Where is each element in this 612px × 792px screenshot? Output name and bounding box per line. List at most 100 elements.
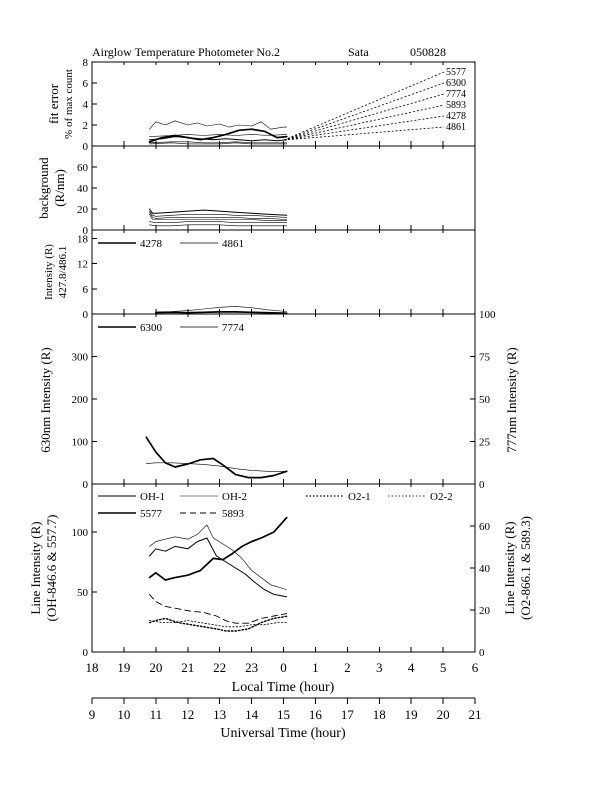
title-station: Sata bbox=[348, 45, 369, 59]
ytick-label: 20 bbox=[77, 204, 89, 216]
ut-tick-label: 18 bbox=[373, 707, 386, 722]
legend-leader-6300 bbox=[283, 82, 445, 141]
ut-tick-label: 19 bbox=[405, 707, 418, 722]
series-line-o2-1 bbox=[148, 615, 288, 632]
y2tick-label: 0 bbox=[479, 479, 485, 491]
ytick-label: 0 bbox=[83, 141, 89, 153]
ytick-label: 8 bbox=[83, 57, 89, 69]
legend-label-7774: 7774 bbox=[222, 322, 245, 334]
lt-tick-label: 3 bbox=[376, 660, 383, 675]
ytick-label: 2 bbox=[83, 120, 89, 132]
legend-630-777: 6300 7774 bbox=[98, 322, 245, 334]
lt-tick-label: 1 bbox=[312, 660, 319, 675]
series-line-6300 bbox=[149, 136, 288, 142]
ut-tick-label: 13 bbox=[213, 707, 226, 722]
legend-label-5577: 5577 bbox=[140, 508, 163, 520]
lt-tick-label: 0 bbox=[280, 660, 287, 675]
series-line-4278 bbox=[149, 141, 288, 144]
lt-tick-label: 2 bbox=[344, 660, 351, 675]
ytick-label: 6 bbox=[83, 78, 89, 90]
ylabel-blue-lines-1: Intensity (R) bbox=[43, 244, 55, 300]
series-line-unlabeled bbox=[149, 224, 288, 227]
series-line-5893 bbox=[149, 134, 288, 137]
ytick-label: 40 bbox=[77, 183, 89, 195]
lt-tick-label: 20 bbox=[149, 660, 162, 675]
legend-fit-6300: 6300 bbox=[446, 78, 466, 89]
y2tick-label: 25 bbox=[479, 437, 491, 449]
series-line-unlabeled bbox=[149, 208, 288, 216]
legend-fit-error: 5577 6300 7774 5893 4278 4861 bbox=[283, 67, 466, 141]
lt-tick-label: 23 bbox=[245, 660, 258, 675]
lt-tick-label: 5 bbox=[440, 660, 447, 675]
legend-fit-5577: 5577 bbox=[446, 67, 466, 78]
y2tick-label: 20 bbox=[479, 605, 491, 617]
y2label-line-intensity-1: Line Intensity (R) bbox=[502, 521, 517, 614]
ytick-label: 18 bbox=[77, 233, 89, 245]
ytick-label: 50 bbox=[77, 587, 89, 599]
title-instrument: Airglow Temperature Photometer No.2 bbox=[92, 45, 280, 59]
ylabel-line-intensity-1: Line Intensity (R) bbox=[28, 521, 43, 614]
legend-fit-4278: 4278 bbox=[446, 111, 466, 122]
y2tick-label: 40 bbox=[479, 563, 491, 575]
ylabel-line-intensity-2: (OH-846.6 & 557.7) bbox=[44, 515, 59, 622]
legend-leader-4278 bbox=[283, 115, 445, 141]
lt-tick-label: 6 bbox=[472, 660, 479, 675]
series-line-5893 bbox=[149, 593, 288, 624]
series-line-unlabeled bbox=[149, 210, 288, 218]
ytick-label: 0 bbox=[83, 479, 89, 491]
legend-fit-4861: 4861 bbox=[446, 122, 466, 133]
ut-tick-label: 21 bbox=[469, 707, 482, 722]
ut-tick-label: 20 bbox=[437, 707, 450, 722]
ut-tick-label: 15 bbox=[277, 707, 290, 722]
legend-leader-4861 bbox=[283, 126, 445, 141]
ytick-label: 300 bbox=[72, 352, 89, 364]
ylabel-630: 630nm Intensity (R) bbox=[38, 347, 53, 452]
y2tick-label: 0 bbox=[479, 647, 485, 659]
y2tick-label: 50 bbox=[479, 394, 491, 406]
series-line-7774 bbox=[149, 120, 288, 130]
y2tick-label: 100 bbox=[479, 309, 496, 321]
lt-tick-label: 22 bbox=[213, 660, 226, 675]
ytick-label: 0 bbox=[83, 309, 89, 321]
series-line-4861 bbox=[149, 142, 288, 145]
data-series bbox=[145, 120, 288, 632]
xlabel-local-time: Local Time (hour) bbox=[232, 680, 335, 695]
legend-label-4861: 4861 bbox=[222, 238, 244, 250]
ytick-label: 60 bbox=[77, 162, 89, 174]
series-line-unlabeled bbox=[149, 211, 288, 220]
ylabel-fit-error-1: fit error bbox=[46, 83, 61, 124]
panel-fit-error-frame bbox=[91, 61, 476, 147]
ytick-label: 100 bbox=[72, 527, 89, 539]
series-line-oh-1 bbox=[149, 537, 288, 598]
ut-tick-label: 12 bbox=[181, 707, 194, 722]
ytick-label: 100 bbox=[72, 437, 89, 449]
y2label-line-intensity-2: (O2-866.1 & 589.3) bbox=[518, 516, 533, 620]
legend-fit-7774: 7774 bbox=[446, 89, 466, 100]
ytick-label: 6 bbox=[83, 284, 89, 296]
ut-tick-label: 10 bbox=[117, 707, 130, 722]
legend-fit-5893: 5893 bbox=[446, 100, 466, 111]
ylabel-blue-lines-2: 427.8/486.1 bbox=[57, 246, 69, 299]
series-line-6300 bbox=[145, 436, 288, 479]
lt-tick-label: 21 bbox=[181, 660, 194, 675]
figure-title: Airglow Temperature Photometer No.2 Sata… bbox=[92, 45, 446, 59]
legend-leader-5577 bbox=[283, 71, 445, 141]
xlabel-universal-time: Universal Time (hour) bbox=[220, 726, 346, 741]
axis-ticks: 0246802040600612180100200300025507510005… bbox=[72, 57, 497, 722]
series-line-4278 bbox=[154, 311, 288, 315]
ylabel-fit-error-2: % of max count bbox=[63, 69, 75, 139]
legend-label-5893: 5893 bbox=[222, 508, 245, 520]
series-line-5577 bbox=[148, 516, 288, 581]
lt-tick-label: 19 bbox=[117, 660, 130, 675]
series-line-unlabeled bbox=[149, 214, 288, 221]
legend-line-intensity: OH-1 OH-2 O2-1 O2-2 5577 5893 bbox=[98, 491, 453, 520]
legend-label-6300: 6300 bbox=[140, 322, 163, 334]
series-line-oh-2 bbox=[149, 524, 288, 590]
ylabel-background-2: (R/nm) bbox=[52, 169, 67, 207]
ylabel-background-1: background bbox=[36, 157, 51, 219]
legend-leader-5893 bbox=[283, 104, 445, 141]
ut-tick-label: 17 bbox=[341, 707, 355, 722]
legend-label-oh2: OH-2 bbox=[222, 491, 247, 503]
panel-630-777-frame bbox=[91, 313, 476, 485]
